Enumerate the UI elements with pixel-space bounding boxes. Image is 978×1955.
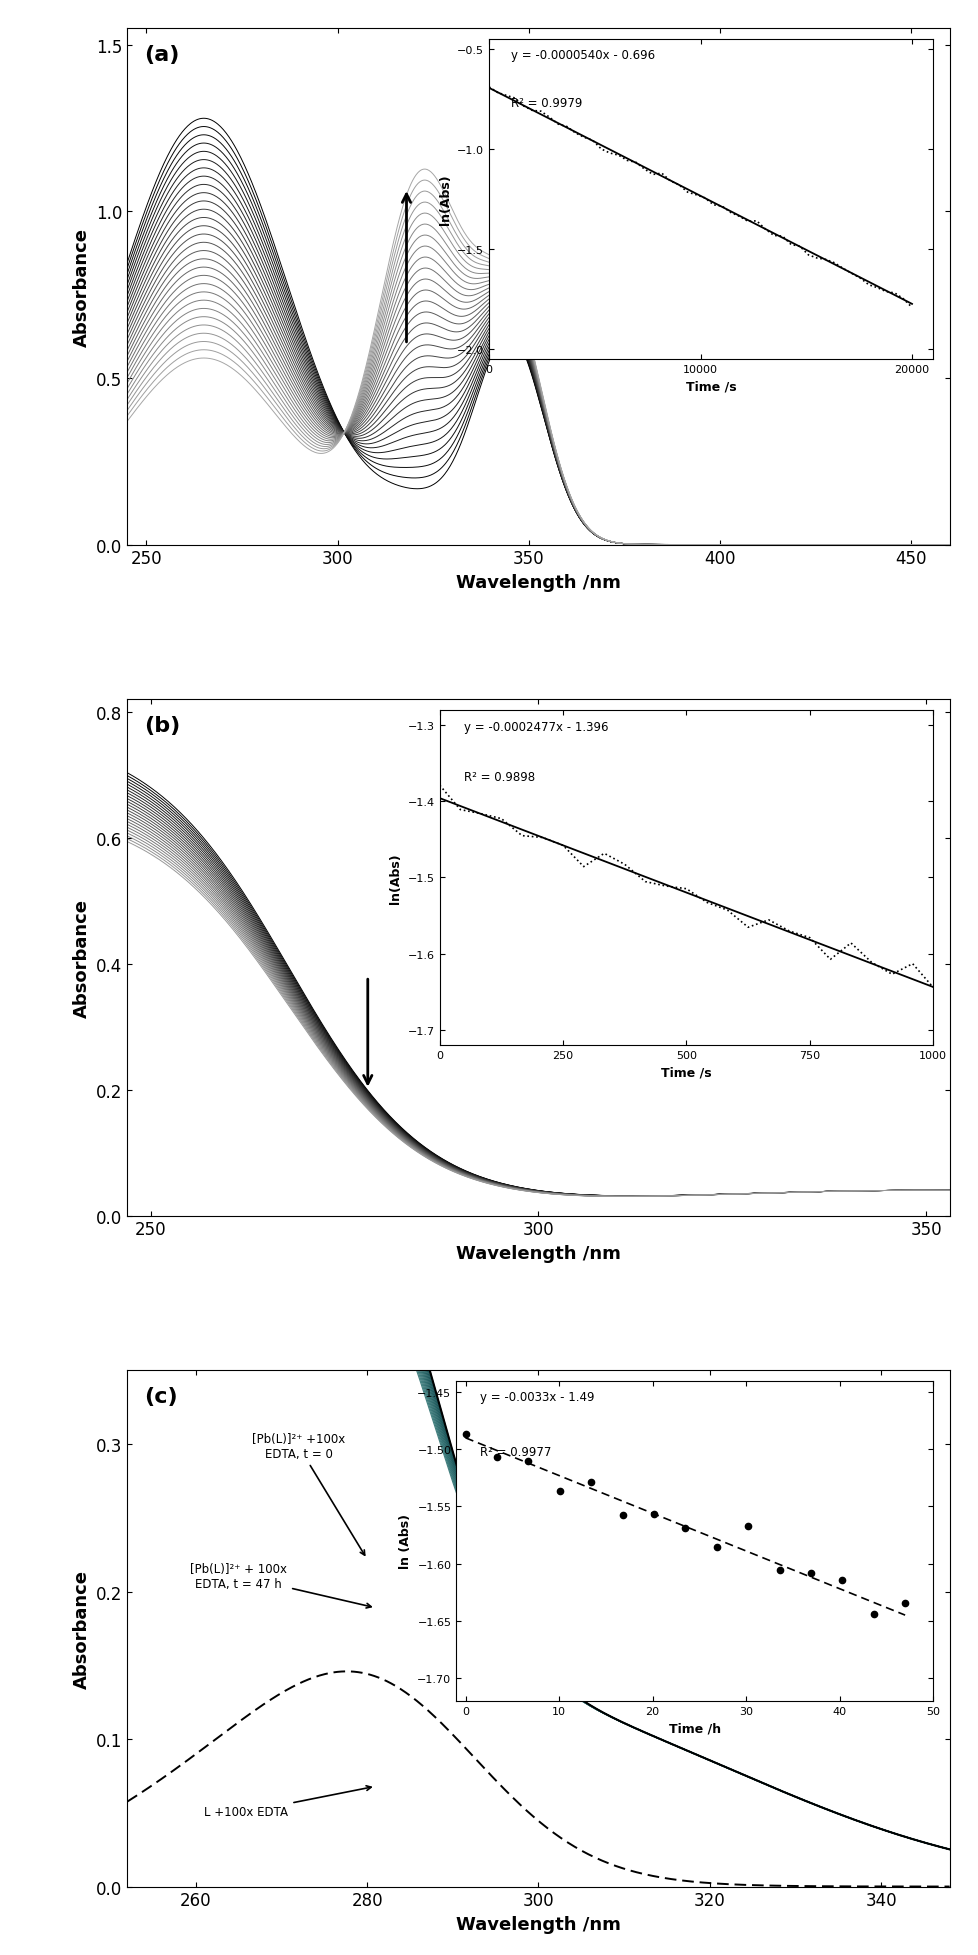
- Text: [Pb(L)]²⁺ + 100x
EDTA, t = 47 h: [Pb(L)]²⁺ + 100x EDTA, t = 47 h: [190, 1562, 371, 1609]
- Y-axis label: Absorbance: Absorbance: [72, 229, 90, 346]
- X-axis label: Wavelength /nm: Wavelength /nm: [456, 1243, 620, 1263]
- X-axis label: Wavelength /nm: Wavelength /nm: [456, 1916, 620, 1933]
- Text: (c): (c): [144, 1386, 177, 1406]
- X-axis label: Wavelength /nm: Wavelength /nm: [456, 573, 620, 592]
- Text: (a): (a): [144, 45, 179, 65]
- Text: (b): (b): [144, 716, 180, 735]
- Y-axis label: Absorbance: Absorbance: [72, 1570, 90, 1687]
- Text: L +100x EDTA: L +100x EDTA: [204, 1785, 371, 1818]
- Y-axis label: Absorbance: Absorbance: [72, 899, 90, 1017]
- Text: [Pb(L)]²⁺ +100x
EDTA, t = 0: [Pb(L)]²⁺ +100x EDTA, t = 0: [251, 1433, 365, 1556]
